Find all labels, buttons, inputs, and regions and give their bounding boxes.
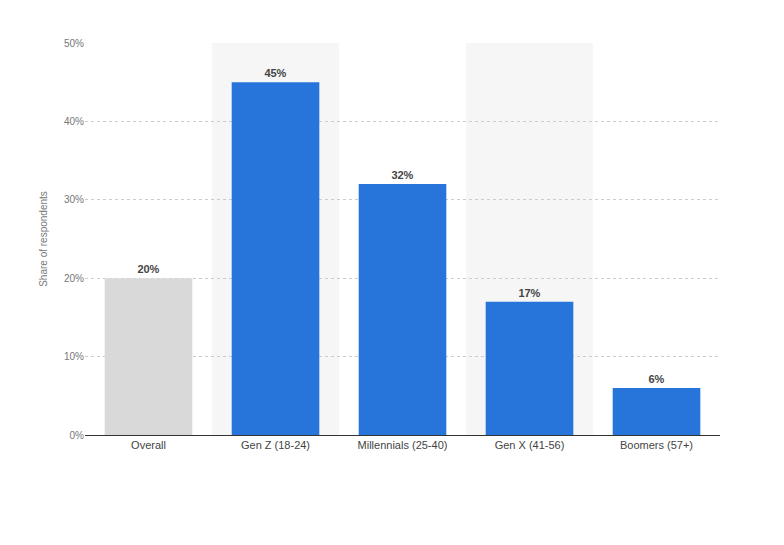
svg-text:20%: 20% [64, 273, 84, 284]
svg-text:20%: 20% [137, 263, 159, 275]
svg-text:6%: 6% [648, 373, 664, 385]
svg-text:17%: 17% [518, 287, 540, 299]
svg-text:32%: 32% [391, 169, 413, 181]
svg-text:50%: 50% [64, 38, 84, 49]
svg-text:Boomers (57+): Boomers (57+) [620, 439, 693, 451]
svg-text:Gen X (41-56): Gen X (41-56) [495, 439, 565, 451]
svg-text:Overall: Overall [131, 439, 166, 451]
svg-text:45%: 45% [264, 67, 286, 79]
svg-text:Gen Z (18-24): Gen Z (18-24) [241, 439, 310, 451]
svg-text:0%: 0% [70, 430, 85, 441]
svg-text:Millennials (25-40): Millennials (25-40) [358, 439, 448, 451]
svg-text:Share of respondents: Share of respondents [38, 191, 49, 287]
svg-text:40%: 40% [64, 116, 84, 127]
svg-text:30%: 30% [64, 194, 84, 205]
svg-text:10%: 10% [64, 351, 84, 362]
